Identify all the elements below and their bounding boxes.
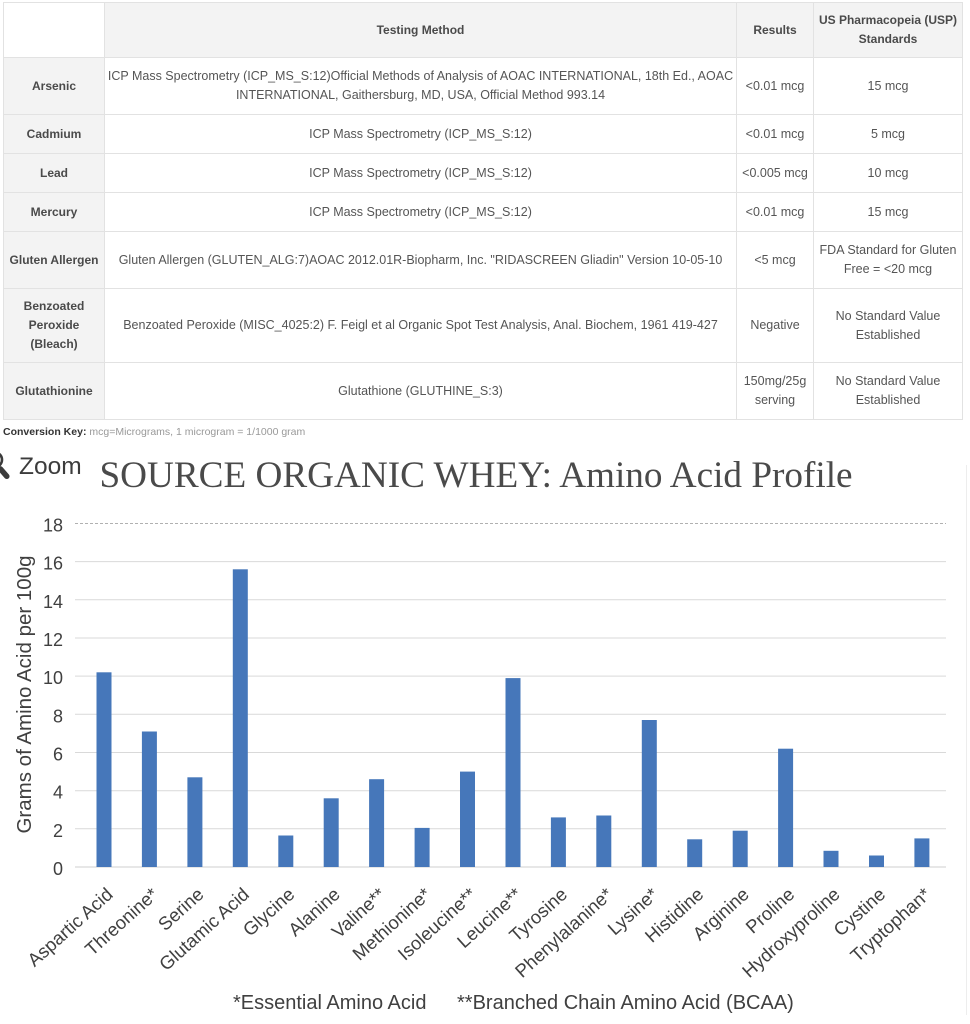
svg-text:4: 4 [53, 783, 63, 803]
svg-text:18: 18 [43, 516, 63, 536]
svg-text:6: 6 [53, 745, 63, 765]
svg-text:Grams of Amino Acid per 100g: Grams of Amino Acid per 100g [13, 555, 36, 833]
svg-text:16: 16 [43, 554, 63, 574]
svg-text:0: 0 [53, 859, 63, 879]
svg-text:8: 8 [53, 706, 63, 726]
svg-text:*Essential Amino Acid: *Essential Amino Acid [233, 992, 426, 1014]
svg-text:2: 2 [53, 821, 63, 841]
svg-text:**Branched Chain Amino Acid (B: **Branched Chain Amino Acid (BCAA) [457, 992, 794, 1014]
svg-text:10: 10 [43, 668, 63, 688]
svg-text:12: 12 [43, 630, 63, 650]
svg-text:14: 14 [43, 592, 63, 612]
